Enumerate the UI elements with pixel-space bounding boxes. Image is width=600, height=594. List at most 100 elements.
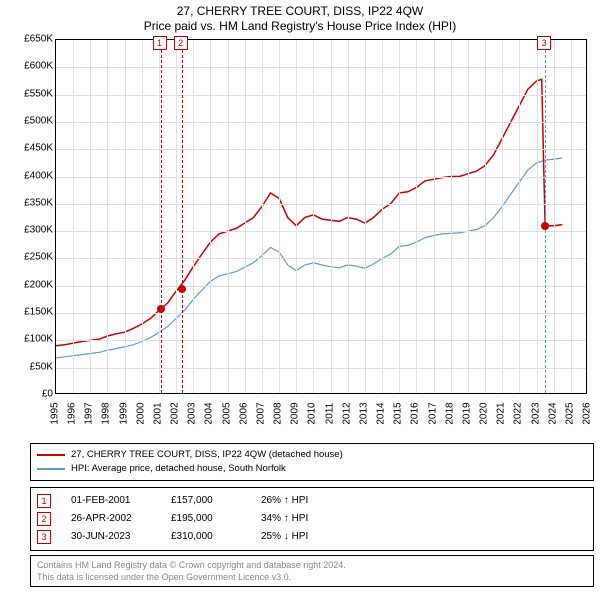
xtick-label: 1997 [84, 394, 95, 434]
gridline-v [210, 40, 211, 393]
gridline-v [416, 40, 417, 393]
xtick-label: 1999 [118, 394, 129, 434]
xtick-label: 2019 [461, 394, 472, 434]
legend-row: HPI: Average price, detached house, Sout… [37, 462, 587, 476]
ytick-label: £650K [8, 34, 53, 45]
legend-swatch [37, 454, 65, 456]
xtick-label: 2001 [152, 394, 163, 434]
xtick-label: 2008 [273, 394, 284, 434]
legend: 27, CHERRY TREE COURT, DISS, IP22 4QW (d… [30, 443, 594, 481]
sale-row: 1 01-FEB-2001 £157,000 26% ↑ HPI [37, 492, 587, 510]
sale-price: £157,000 [171, 492, 241, 510]
sale-vline [182, 40, 183, 393]
sale-dot [178, 285, 186, 293]
ytick-label: £200K [8, 279, 53, 290]
sale-delta: 26% ↑ HPI [261, 492, 351, 510]
gridline-v [176, 40, 177, 393]
gridline-h [56, 95, 586, 96]
ytick-label: £500K [8, 115, 53, 126]
gridline-v [382, 40, 383, 393]
xtick-label: 1996 [67, 394, 78, 434]
xtick-label: 2021 [496, 394, 507, 434]
sale-row-marker: 3 [37, 530, 51, 544]
sale-price: £195,000 [171, 510, 241, 528]
gridline-v [451, 40, 452, 393]
sale-marker-1: 1 [153, 36, 167, 50]
sale-date: 26-APR-2002 [71, 510, 151, 528]
gridline-v [468, 40, 469, 393]
xtick-label: 2020 [479, 394, 490, 434]
legend-label: HPI: Average price, detached house, Sout… [71, 462, 286, 476]
xtick-label: 2025 [564, 394, 575, 434]
gridline-v [519, 40, 520, 393]
xtick-label: 1995 [50, 394, 61, 434]
xtick-label: 2005 [221, 394, 232, 434]
gridline-h [56, 231, 586, 232]
xtick-label: 2007 [255, 394, 266, 434]
gridline-v [262, 40, 263, 393]
xtick-label: 2011 [324, 394, 335, 434]
gridline-v [313, 40, 314, 393]
sale-date: 01-FEB-2001 [71, 492, 151, 510]
xtick-label: 2012 [341, 394, 352, 434]
ytick-label: £350K [8, 197, 53, 208]
sale-row-marker: 1 [37, 494, 51, 508]
gridline-v [485, 40, 486, 393]
attribution-line2: This data is licensed under the Open Gov… [37, 571, 587, 583]
gridline-v [107, 40, 108, 393]
gridline-h [56, 313, 586, 314]
gridline-h [56, 258, 586, 259]
xtick-label: 2013 [358, 394, 369, 434]
gridline-h [56, 368, 586, 369]
gridline-v [90, 40, 91, 393]
xtick-label: 2003 [187, 394, 198, 434]
legend-label: 27, CHERRY TREE COURT, DISS, IP22 4QW (d… [71, 448, 343, 462]
gridline-h [56, 67, 586, 68]
attribution-line1: Contains HM Land Registry data © Crown c… [37, 559, 587, 571]
xtick-label: 2014 [376, 394, 387, 434]
sale-vline [161, 40, 162, 393]
series-property [56, 79, 562, 346]
gridline-v [537, 40, 538, 393]
xtick-label: 2010 [307, 394, 318, 434]
legend-row: 27, CHERRY TREE COURT, DISS, IP22 4QW (d… [37, 448, 587, 462]
gridline-v [571, 40, 572, 393]
sale-row: 226-APR-2002£195,00034% ↑ HPI [37, 510, 587, 528]
xtick-label: 2024 [547, 394, 558, 434]
ytick-label: £100K [8, 334, 53, 345]
xtick-label: 2023 [530, 394, 541, 434]
gridline-v [434, 40, 435, 393]
gridline-v [142, 40, 143, 393]
chart-subtitle: Price paid vs. HM Land Registry's House … [0, 19, 600, 33]
xtick-label: 2009 [290, 394, 301, 434]
gridline-v [245, 40, 246, 393]
xtick-label: 2000 [135, 394, 146, 434]
sale-dot [157, 305, 165, 313]
xtick-label: 2018 [444, 394, 455, 434]
gridline-v [365, 40, 366, 393]
sale-marker-2: 2 [174, 36, 188, 50]
gridline-h [56, 149, 586, 150]
gridline-h [56, 177, 586, 178]
ytick-label: £300K [8, 225, 53, 236]
gridline-v [193, 40, 194, 393]
gridline-h [56, 122, 586, 123]
sales-table: 101-FEB-2001£157,00026% ↑ HPI226-APR-200… [30, 487, 594, 551]
gridline-v [554, 40, 555, 393]
xtick-label: 2016 [410, 394, 421, 434]
ytick-label: £0 [8, 389, 53, 400]
gridline-v [399, 40, 400, 393]
xtick-label: 2017 [427, 394, 438, 434]
ytick-label: £250K [8, 252, 53, 263]
gridline-v [228, 40, 229, 393]
sale-date: 30-JUN-2023 [71, 528, 151, 546]
gridline-h [56, 340, 586, 341]
ytick-label: £550K [8, 88, 53, 99]
gridline-v [73, 40, 74, 393]
xtick-label: 2002 [170, 394, 181, 434]
xtick-label: 2006 [238, 394, 249, 434]
sale-price: £310,000 [171, 528, 241, 546]
gridline-h [56, 286, 586, 287]
xtick-label: 1998 [101, 394, 112, 434]
xtick-label: 2022 [513, 394, 524, 434]
